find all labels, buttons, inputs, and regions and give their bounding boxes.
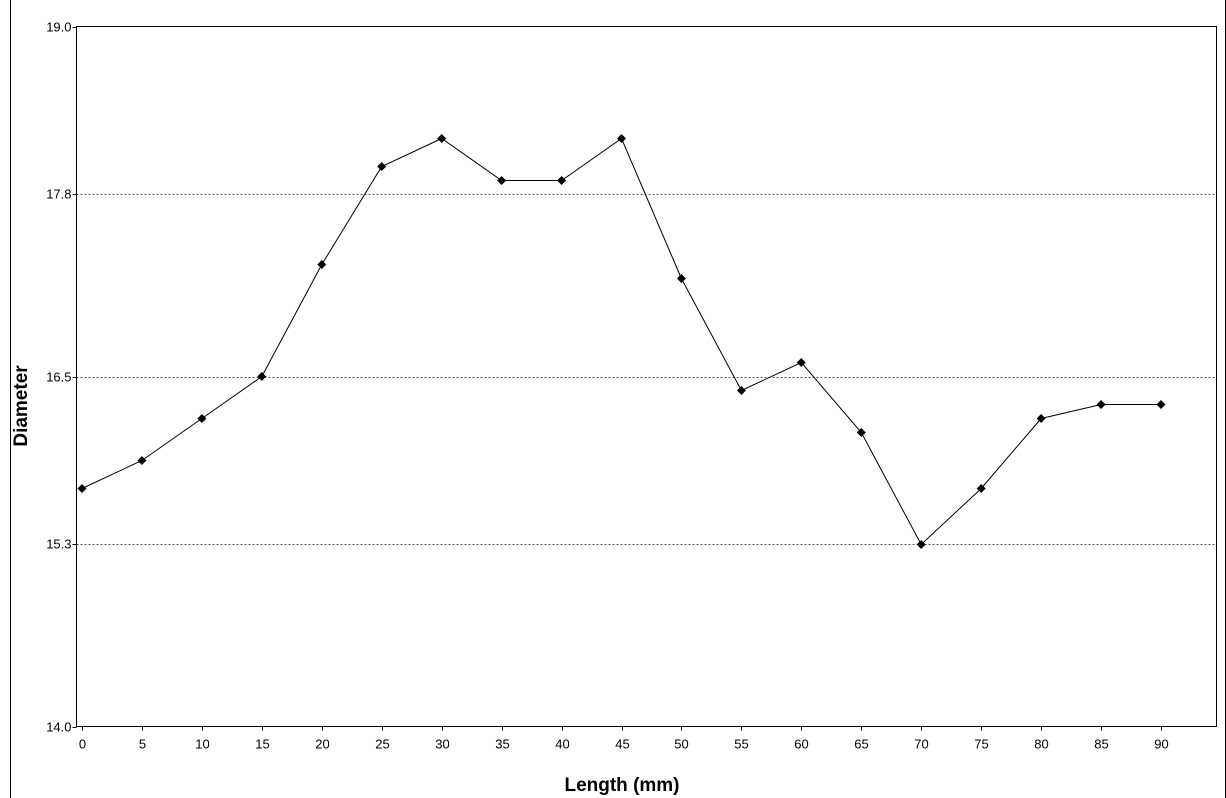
x-tick-label: 30 (435, 737, 449, 752)
data-point (77, 484, 87, 493)
x-tick-label: 35 (495, 737, 509, 752)
y-axis: 19.0 17.8 16.5 15.3 14.0 (46, 20, 77, 735)
y-axis-title: Diameter (11, 365, 32, 447)
x-tick-label: 55 (734, 737, 748, 752)
data-point (856, 428, 866, 437)
data-point (557, 176, 567, 185)
x-tick-label: 60 (794, 737, 808, 752)
x-tick-label: 20 (315, 737, 329, 752)
x-tick-label: 45 (615, 737, 629, 752)
data-point (916, 540, 926, 549)
y-tick-label: 15.3 (46, 537, 71, 552)
data-point (676, 274, 686, 283)
y-tick-label: 14.0 (46, 720, 71, 735)
data-point (1036, 414, 1046, 423)
series-line (81, 137, 1161, 546)
x-tick-label: 65 (854, 737, 868, 752)
data-point (317, 260, 327, 269)
data-point (736, 386, 746, 395)
x-tick-label: 80 (1034, 737, 1048, 752)
x-tick-label: 15 (255, 737, 269, 752)
y-tick-label: 17.8 (46, 187, 71, 202)
data-series (77, 134, 1166, 549)
x-tick-label: 5 (139, 737, 146, 752)
x-tick-label: 75 (974, 737, 988, 752)
data-point (976, 484, 986, 493)
data-point (617, 134, 626, 143)
data-point (437, 134, 447, 143)
data-point (1156, 400, 1166, 409)
data-point (796, 358, 806, 367)
data-point (497, 176, 507, 185)
plot-area (76, 26, 1217, 727)
x-tick-label: 50 (674, 737, 688, 752)
y-tick-label: 19.0 (46, 20, 71, 35)
x-tick-label: 70 (914, 737, 928, 752)
data-point (377, 162, 387, 171)
x-tick-label: 40 (555, 737, 569, 752)
x-axis: 0 5 10 15 20 25 30 35 40 45 50 55 60 65 70 75 80 85 90 (79, 726, 1169, 752)
data-point (137, 456, 147, 465)
y-tick-label: 16.5 (46, 370, 71, 385)
data-point (197, 414, 207, 423)
x-tick-label: 85 (1094, 737, 1108, 752)
x-tick-label: 10 (195, 737, 209, 752)
x-tick-label: 0 (79, 737, 86, 752)
x-axis-title: Length (mm) (564, 775, 679, 796)
gridlines (76, 194, 1217, 545)
x-tick-label: 90 (1154, 737, 1168, 752)
x-tick-label: 25 (375, 737, 389, 752)
data-point (1096, 400, 1106, 409)
data-point (257, 372, 267, 381)
